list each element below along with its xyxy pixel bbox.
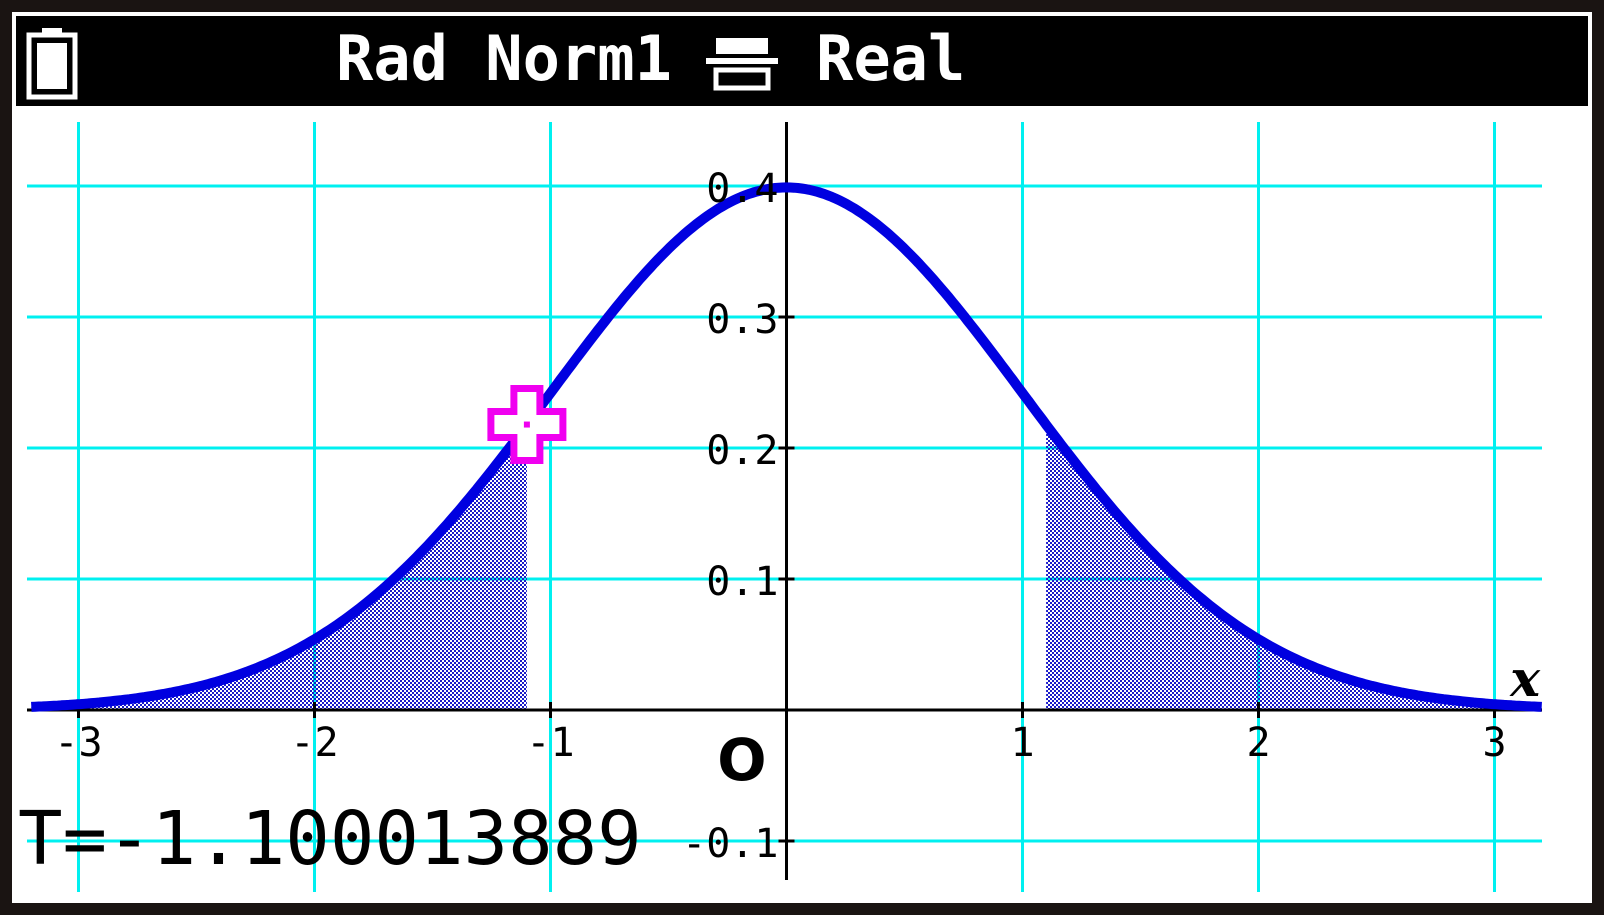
x-tick-label: 1 (1010, 720, 1034, 766)
graph-area[interactable]: -3 -2 -1 1 2 3 0.4 0.3 0.2 0.1 -0.1 Ox (12, 12, 1592, 903)
shaded-region (1046, 424, 1542, 710)
shaded-regions (31, 424, 1542, 710)
curve-layer (30, 182, 1543, 712)
x-tick-label: -1 (526, 720, 574, 766)
density-curve (30, 182, 1543, 712)
x-axis-label: x (1509, 649, 1541, 708)
status-bar: Rad Norm1 Real (16, 16, 1588, 106)
shaded-region (31, 424, 527, 710)
complex-mode-label: Real (816, 22, 966, 95)
grid-lines (27, 122, 1542, 892)
trace-readout: T=-1.100013889 (18, 796, 642, 882)
y-tick-label: 0.1 (706, 559, 778, 605)
input-mode-icon (706, 38, 778, 91)
x-tick-label: 2 (1246, 720, 1270, 766)
y-tick-label: -0.1 (682, 821, 778, 867)
axes (27, 122, 1542, 880)
cursor-center-dot (523, 421, 530, 428)
trace-cursor[interactable] (487, 385, 567, 465)
tick-labels: -3 -2 -1 1 2 3 0.4 0.3 0.2 0.1 -0.1 Ox (54, 166, 1541, 867)
x-tick-label: -2 (290, 720, 338, 766)
x-tick-label: 3 (1482, 720, 1506, 766)
battery-icon (26, 28, 78, 100)
y-tick-label: 0.4 (706, 166, 778, 212)
y-tick-label: 0.3 (706, 297, 778, 343)
angle-format-label: Rad Norm1 (336, 22, 672, 95)
x-tick-label: -3 (54, 720, 102, 766)
origin-label: O (717, 726, 766, 794)
y-tick-label: 0.2 (706, 428, 778, 474)
